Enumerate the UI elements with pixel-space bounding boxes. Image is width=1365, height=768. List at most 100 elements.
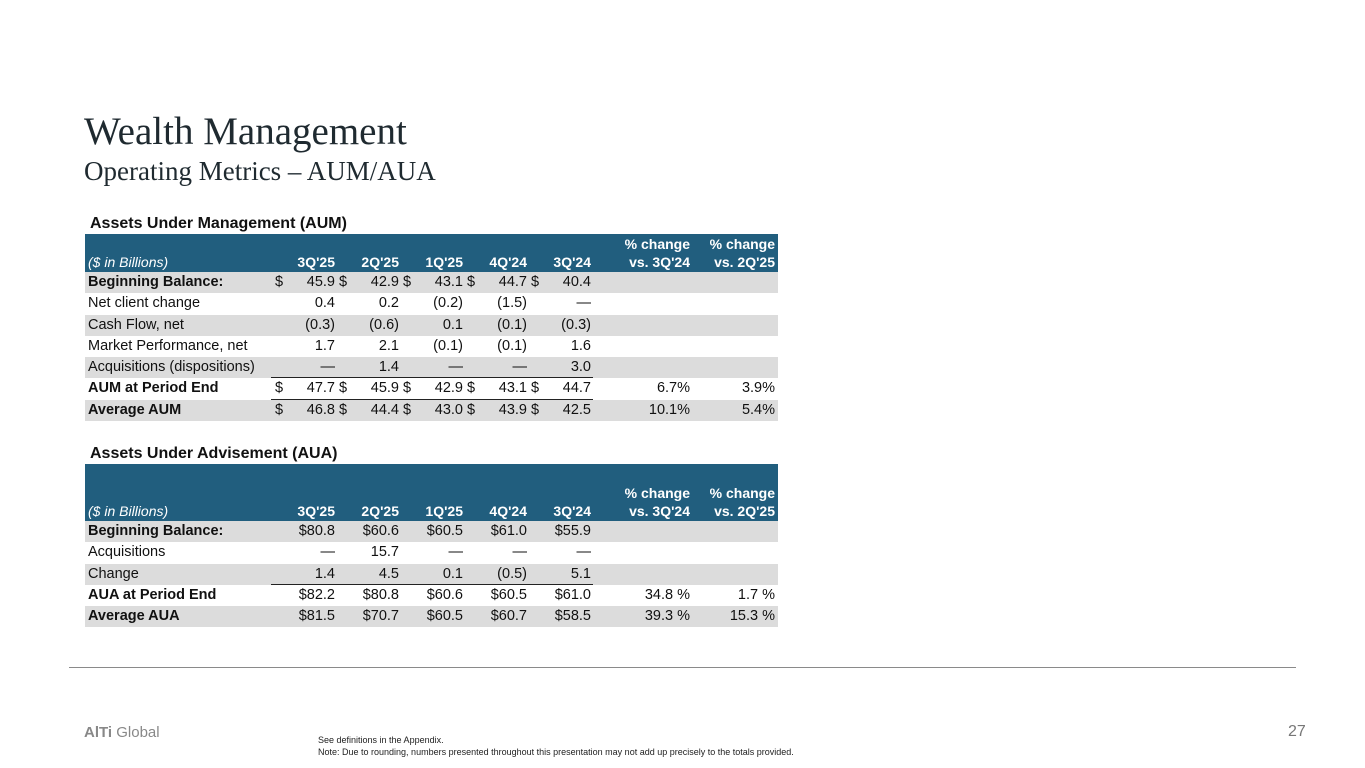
dollar-sign: $ [275,380,284,397]
value-cell: 43.0 [434,401,463,418]
dollar-sign: $ [339,401,348,418]
value-cell: 0.2 [378,295,399,312]
value-cell: — [512,544,528,561]
pct-change-cell [689,272,775,293]
value-cell: $81.5 [298,608,335,624]
row-label: Acquisitions [88,544,166,561]
aum-row: Average AUM $46.8 $44.4 $43.0 $43.9 $42.5 10.1… [85,399,778,421]
pct-change-cell [689,542,775,563]
dollar-sign: $ [531,380,540,397]
value-cell: 1.4 [314,565,335,582]
pct-change-cell [604,272,690,293]
pct-change-cell [604,336,690,357]
pct-header-line1: % change [709,485,775,501]
unit-label: ($ in Billions) [88,503,169,519]
dollar-sign: $ [467,380,476,397]
value-cell: 46.8 [306,401,335,418]
value-cell: 42.9 [370,274,399,290]
row-label: AUM at Period End [88,380,219,397]
pct-header-line2: vs. 3Q'24 [629,503,690,519]
value-cell: 47.7 [306,380,335,397]
row-label: Acquisitions (dispositions) [88,359,255,375]
value-cell: 45.9 [306,274,335,290]
value-cell: $60.6 [426,586,463,603]
value-cell: $60.6 [362,523,399,539]
period-header: 2Q'25 [361,503,399,519]
value-cell: — [320,544,336,561]
pct-change-cell: 39.3 % [644,608,690,624]
value-cell: — [576,544,592,561]
pct-change-cell [604,521,690,542]
value-cell: 44.7 [498,274,527,290]
pct-header-line1: % change [624,236,690,252]
value-cell: 1.4 [378,359,399,375]
value-cell: (0.3) [305,316,335,333]
dollar-sign: $ [467,274,476,290]
value-cell: 15.7 [370,544,399,561]
page-title: Wealth Management [84,110,407,153]
aum-row: Market Performance, net 1.7 2.1 (0.1) (0.1) 1… [85,336,778,357]
aum-row: Acquisitions (dispositions) — 1.4 — — 3.0 [85,357,778,379]
period-header: 1Q'25 [425,254,463,270]
value-cell: (1.5) [497,295,527,312]
period-header: 4Q'24 [489,254,527,270]
pct-change-cell [689,336,775,357]
aum-row: AUM at Period End $47.7 $45.9 $42.9 $43.1 $44… [85,378,778,399]
pct-change-cell [604,293,690,314]
row-label: Average AUA [88,608,180,624]
value-cell: $70.7 [362,608,399,624]
dollar-sign: $ [403,274,412,290]
value-cell: 0.4 [314,295,335,312]
page-subtitle: Operating Metrics – AUM/AUA [84,156,436,186]
aua-row: Beginning Balance: $80.8 $60.6 $60.5 $61.0 $5… [85,521,778,543]
pct-change-cell: 15.3 % [729,608,775,624]
value-cell: 2.1 [378,337,399,354]
pct-change-cell [689,521,775,542]
value-cell: 1.7 [314,337,335,354]
value-cell: $80.8 [362,586,399,603]
value-cell: 1.6 [570,337,591,354]
value-cell: $61.0 [554,586,591,603]
aua-row: Change 1.4 4.5 0.1 (0.5) 5.1 [85,563,778,585]
value-cell: 5.1 [570,565,591,582]
value-cell: 43.1 [498,380,527,397]
aua-row: AUA at Period End $82.2 $80.8 $60.6 $60.5 $61… [85,585,778,606]
pct-change-cell: 5.4% [741,401,775,418]
row-label: Beginning Balance: [88,274,224,290]
pct-change-cell [689,564,775,585]
value-cell: — [576,295,592,312]
pct-header-line2: vs. 3Q'24 [629,254,690,270]
value-cell: 3.0 [570,359,591,375]
value-cell: (0.1) [433,337,463,354]
pct-change-cell [689,315,775,336]
value-cell: 40.4 [562,274,591,290]
dollar-sign: $ [403,401,412,418]
pct-change-cell: 6.7% [656,380,690,397]
pct-change-cell [604,357,690,378]
value-cell: 43.9 [498,401,527,418]
pct-header-line2: vs. 2Q'25 [714,254,775,270]
row-label: AUA at Period End [88,586,217,603]
aum-row: Net client change 0.4 0.2 (0.2) (1.5) — [85,293,778,314]
pct-change-cell: 3.9% [741,380,775,397]
value-cell: 0.1 [442,316,463,333]
row-label: Market Performance, net [88,337,248,354]
dollar-sign: $ [403,380,412,397]
value-cell: $61.0 [490,523,527,539]
aua-row: Acquisitions — 15.7 — — — [85,542,778,563]
value-cell: — [320,359,336,375]
period-header: 1Q'25 [425,503,463,519]
row-label: Net client change [88,295,201,312]
row-label: Change [88,565,139,582]
row-label: Average AUM [88,401,182,418]
value-cell: 42.5 [562,401,591,418]
company-logo: AlTi Global [84,724,160,741]
value-cell: (0.3) [561,316,591,333]
aum-table: ($ in Billions) 3Q'25 2Q'25 1Q'25 4Q'24 3Q'24… [85,234,778,421]
pct-header-line1: % change [709,236,775,252]
dollar-sign: $ [339,380,348,397]
row-label: Beginning Balance: [88,523,224,539]
period-header: 3Q'24 [553,254,591,270]
value-cell: $58.5 [554,608,591,624]
aum-section-title: Assets Under Management (AUM) [90,215,347,232]
